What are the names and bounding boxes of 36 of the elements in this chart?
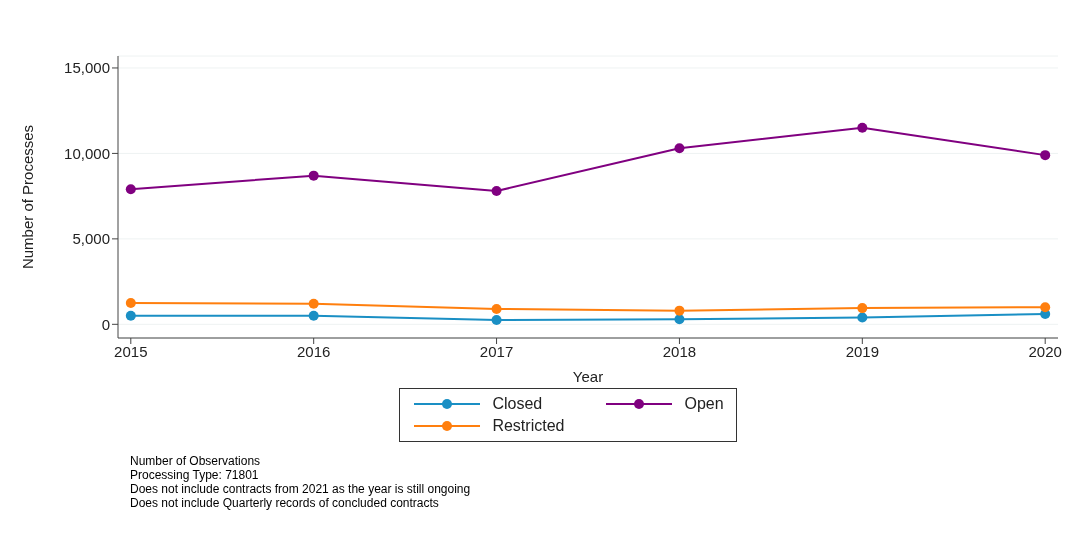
y-tick-label: 0 <box>101 315 110 333</box>
point <box>125 184 136 195</box>
x-tick-label: 2019 <box>845 342 880 360</box>
point <box>1040 150 1051 161</box>
y-tick-label: 10,000 <box>64 144 110 162</box>
point <box>308 298 319 309</box>
y-tick-label: 15,000 <box>64 59 110 77</box>
x-tick-label: 2015 <box>114 342 148 360</box>
point <box>308 170 319 181</box>
point <box>674 143 685 154</box>
point <box>857 303 868 314</box>
point <box>125 297 136 308</box>
text: Does not include contracts from 2021 as the year is still ongoing <box>130 482 472 496</box>
point <box>1040 302 1051 313</box>
point <box>125 310 136 321</box>
y-axis-title: Number of Processes <box>19 124 37 270</box>
point <box>674 314 685 325</box>
text: Number of Observations <box>130 454 262 468</box>
text: Processing Type: 71801 <box>130 468 260 482</box>
x-tick-label: 2020 <box>1028 342 1062 360</box>
x-axis-title: Year <box>572 368 604 385</box>
x-tick-label: 2017 <box>479 342 514 360</box>
text: Does not include Quarterly records of concluded contracts <box>130 496 440 510</box>
point <box>491 186 502 197</box>
legend-label: Closed <box>492 395 543 413</box>
point <box>491 303 502 314</box>
point <box>491 315 502 326</box>
point <box>857 312 868 323</box>
point <box>674 305 685 316</box>
point <box>308 310 319 321</box>
legend-label: Open <box>684 395 724 413</box>
y-tick-label: 5,000 <box>72 230 110 248</box>
x-tick-label: 2018 <box>662 342 697 360</box>
point <box>857 122 868 133</box>
x-tick-label: 2016 <box>296 342 331 360</box>
legend-label: Restricted <box>492 417 565 435</box>
